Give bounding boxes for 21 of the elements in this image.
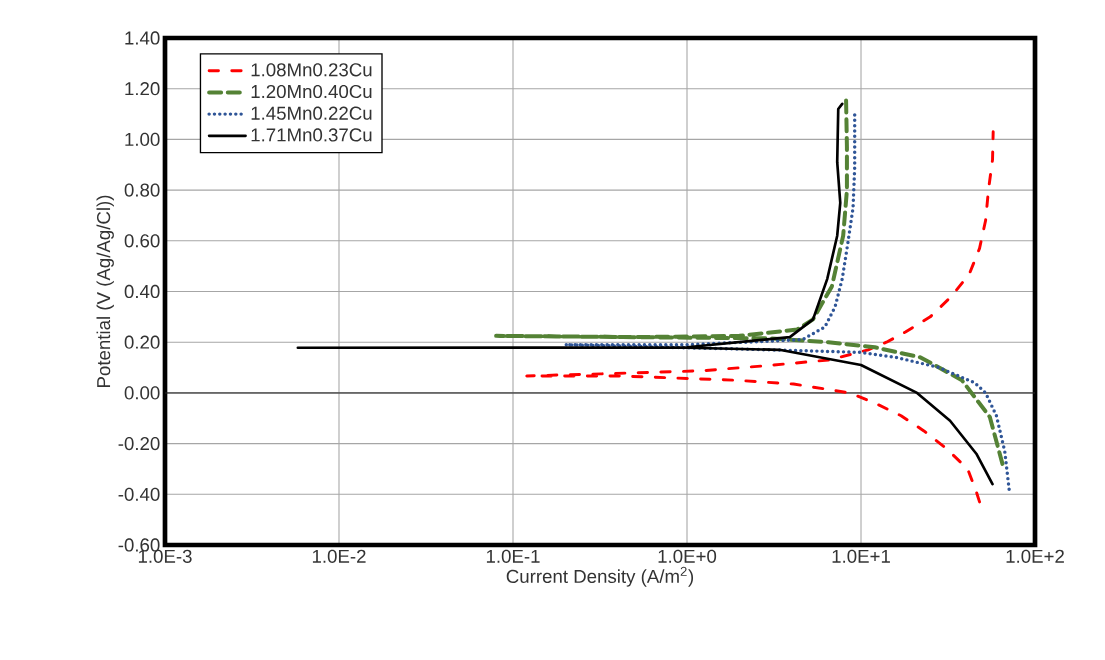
y-tick-label: 1.20 bbox=[125, 82, 160, 96]
x-tick-label: 1.0E-2 bbox=[312, 549, 366, 563]
x-tick-label: 1.0E-1 bbox=[486, 549, 540, 563]
legend-label: 1.71Mn0.37Cu bbox=[251, 128, 372, 142]
y-tick-label: 0.20 bbox=[124, 335, 160, 349]
y-tick-label: 0.00 bbox=[124, 386, 160, 400]
x-tick-label: 1.0E+1 bbox=[832, 549, 890, 563]
legend-label: 1.45Mn0.22Cu bbox=[251, 106, 372, 120]
y-tick-label: 0.40 bbox=[124, 284, 160, 299]
legend-label: 1.20Mn0.40Cu bbox=[251, 84, 372, 99]
x-tick-label: 1.0E+2 bbox=[1006, 549, 1064, 563]
y-tick-label: 1.00 bbox=[125, 132, 160, 147]
x-axis-title: Current Density (A/m$^{2}$) bbox=[506, 566, 694, 587]
y-tick-label: 0.80 bbox=[124, 183, 160, 197]
y-axis-title: Potential (V (Ag/Ag/Cl)) bbox=[96, 195, 114, 387]
x-tick-label: 1.0E+0 bbox=[658, 549, 717, 563]
y-tick-label: 0.60 bbox=[124, 234, 160, 248]
legend-label: 1.08Mn0.23Cu bbox=[251, 63, 372, 77]
y-tick-label: -0.40 bbox=[118, 487, 160, 501]
y-tick-label: 1.40 bbox=[125, 31, 160, 45]
y-tick-label: -0.20 bbox=[118, 436, 160, 451]
